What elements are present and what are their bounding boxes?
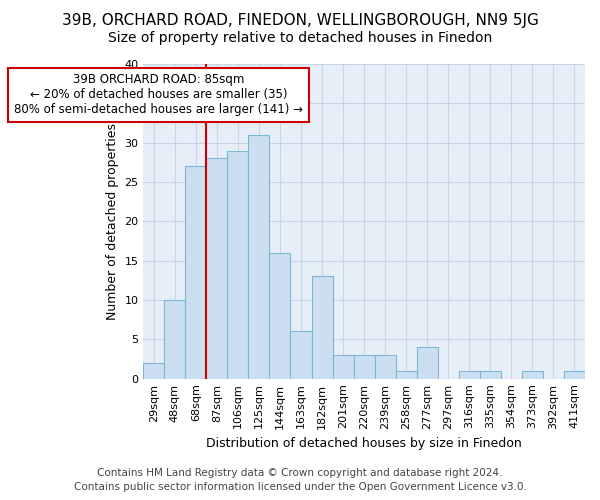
Bar [459,371,480,378]
Bar [290,332,311,378]
Text: Contains HM Land Registry data © Crown copyright and database right 2024.
Contai: Contains HM Land Registry data © Crown c… [74,468,526,492]
Text: 39B, ORCHARD ROAD, FINEDON, WELLINGBOROUGH, NN9 5JG: 39B, ORCHARD ROAD, FINEDON, WELLINGBOROU… [62,12,538,28]
Bar [143,363,164,378]
X-axis label: Distribution of detached houses by size in Finedon: Distribution of detached houses by size … [206,437,522,450]
Bar [227,150,248,378]
Bar [332,355,353,378]
Bar [269,253,290,378]
Bar [374,355,395,378]
Bar [522,371,543,378]
Text: Size of property relative to detached houses in Finedon: Size of property relative to detached ho… [108,31,492,45]
Bar [353,355,374,378]
Bar [417,347,438,378]
Bar [564,371,585,378]
Bar [395,371,417,378]
Bar [164,300,185,378]
Bar [480,371,501,378]
Bar [248,135,269,378]
Y-axis label: Number of detached properties: Number of detached properties [106,123,119,320]
Text: 39B ORCHARD ROAD: 85sqm
← 20% of detached houses are smaller (35)
80% of semi-de: 39B ORCHARD ROAD: 85sqm ← 20% of detache… [14,74,303,116]
Bar [206,158,227,378]
Bar [311,276,332,378]
Bar [185,166,206,378]
